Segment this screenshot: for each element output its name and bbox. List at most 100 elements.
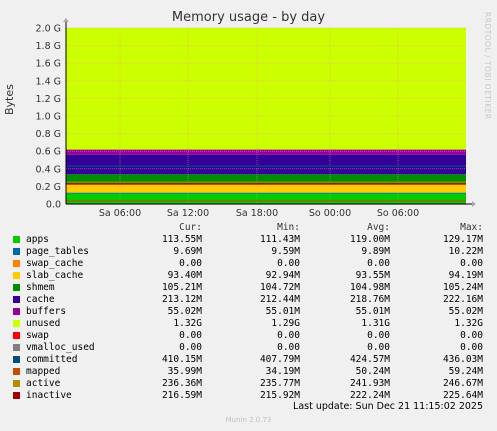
- legend-row-active: active 236.36M 235.77M 241.93M 246.67M: [0, 378, 497, 390]
- legend-min-value: 235.77M: [259, 378, 300, 389]
- legend-row-buffers: buffers 55.02M 55.01M 55.01M 55.02M: [0, 306, 497, 318]
- legend-min-value: 407.79M: [259, 354, 300, 365]
- legend-row-inactive: inactive 216.59M 215.92M 222.24M 225.64M: [0, 390, 497, 402]
- legend-avg-value: 119.00M: [349, 234, 390, 245]
- y-tick-label: 1.6 G: [36, 59, 62, 70]
- legend-avg-value: 0.00: [367, 330, 390, 341]
- legend-swatch: [13, 272, 20, 279]
- legend-cur-value: 105.21M: [161, 282, 202, 293]
- legend-row-swap: swap 0.00 0.00 0.00 0.00: [0, 330, 497, 342]
- legend-swatch: [13, 284, 20, 291]
- legend-avg-value: 93.55M: [355, 270, 390, 281]
- legend-swatch: [13, 368, 20, 375]
- legend-max-value: 59.24M: [448, 366, 483, 377]
- y-tick-label: 1.0 G: [36, 112, 62, 123]
- legend-series-name: mapped: [26, 366, 61, 377]
- legend-cur-value: 35.99M: [167, 366, 202, 377]
- legend-avg-value: 9.89M: [361, 246, 390, 257]
- area-slab-cache: [66, 184, 466, 193]
- header-avg: Avg:: [367, 222, 390, 233]
- legend-min-value: 212.44M: [259, 294, 300, 305]
- legend-series-name: committed: [26, 354, 78, 365]
- legend-swatch: [13, 296, 20, 303]
- legend-row-committed: committed 410.15M 407.79M 424.57M 436.03M: [0, 354, 497, 366]
- legend-cur-value: 0.00: [179, 342, 202, 353]
- legend-series-name: buffers: [26, 306, 67, 317]
- legend-series-name: shmem: [26, 282, 55, 293]
- legend-avg-value: 55.01M: [355, 306, 390, 317]
- legend-max-value: 1.32G: [454, 318, 483, 329]
- last-update: Last update: Sun Dec 21 11:15:02 2025: [293, 401, 483, 412]
- legend-avg-value: 241.93M: [349, 378, 390, 389]
- legend-swatch: [13, 380, 20, 387]
- area-buffers: [66, 149, 466, 155]
- legend-avg-value: 222.24M: [349, 390, 390, 401]
- area-page-tables: [66, 192, 466, 194]
- legend-row-unused: unused 1.32G 1.29G 1.31G 1.32G: [0, 318, 497, 330]
- legend-series-name: active: [26, 378, 61, 389]
- legend-avg-value: 104.98M: [349, 282, 390, 293]
- legend-swatch: [13, 260, 20, 267]
- legend-swatch: [13, 236, 20, 243]
- y-tick-label: 0.8 G: [36, 129, 62, 140]
- legend-min-value: 34.19M: [265, 366, 300, 377]
- y-tick-label: 2.0 G: [36, 24, 62, 35]
- legend-cur-value: 0.00: [179, 258, 202, 269]
- legend-avg-value: 50.24M: [355, 366, 390, 377]
- legend-series-name: vmalloc_used: [26, 342, 95, 353]
- legend-max-value: 0.00: [460, 342, 483, 353]
- legend-min-value: 9.59M: [271, 246, 300, 257]
- legend-series-name: apps: [26, 234, 49, 245]
- legend-series-name: swap_cache: [26, 258, 84, 269]
- x-tick-label: So 00:00: [309, 208, 351, 219]
- legend-swatch: [13, 332, 20, 339]
- legend-max-value: 10.22M: [448, 246, 483, 257]
- y-axis-arrow-icon: [63, 18, 69, 22]
- legend-cur-value: 113.55M: [161, 234, 202, 245]
- area-unused: [66, 27, 466, 150]
- y-tick-label: 0.6 G: [36, 147, 62, 158]
- legend-min-value: 92.94M: [265, 270, 300, 281]
- legend-min-value: 215.92M: [259, 390, 300, 401]
- legend-max-value: 0.00: [460, 330, 483, 341]
- chart-title: Memory usage - by day: [171, 10, 326, 25]
- x-axis-arrow-icon: [472, 201, 476, 207]
- rrdtool-watermark: RRDTOOL / TOBI OETIKER: [483, 12, 492, 120]
- legend-avg-value: 218.76M: [349, 294, 390, 305]
- legend-swatch: [13, 344, 20, 351]
- legend-min-value: 55.01M: [265, 306, 300, 317]
- legend-cur-value: 0.00: [179, 330, 202, 341]
- legend-max-value: 94.19M: [448, 270, 483, 281]
- legend-cur-value: 93.40M: [167, 270, 202, 281]
- legend-swatch: [13, 356, 20, 363]
- legend-max-value: 436.03M: [442, 354, 483, 365]
- legend-series-name: page_tables: [26, 246, 89, 257]
- legend-cur-value: 410.15M: [161, 354, 202, 365]
- legend-avg-value: 0.00: [367, 342, 390, 353]
- legend-avg-value: 1.31G: [361, 318, 390, 329]
- legend-row-cache: cache 213.12M 212.44M 218.76M 222.16M: [0, 294, 497, 306]
- legend-avg-value: 424.57M: [349, 354, 390, 365]
- legend-swatch: [13, 392, 20, 399]
- y-tick-label: 1.2 G: [36, 94, 62, 105]
- legend-avg-value: 0.00: [367, 258, 390, 269]
- legend-swatch: [13, 248, 20, 255]
- legend-cur-value: 55.02M: [167, 306, 202, 317]
- legend-max-value: 246.67M: [442, 378, 483, 389]
- legend-min-value: 0.00: [277, 330, 300, 341]
- legend-cur-value: 9.69M: [173, 246, 202, 257]
- munin-version: Munin 2.0.73: [225, 416, 272, 424]
- legend-row-vmalloc-used: vmalloc_used 0.00 0.00 0.00 0.00: [0, 342, 497, 354]
- y-tick-label: 0.4 G: [36, 164, 62, 175]
- legend-cur-value: 1.32G: [173, 318, 202, 329]
- y-tick-label: 1.8 G: [36, 41, 62, 52]
- area-apps: [66, 193, 466, 204]
- header-max: Max:: [460, 222, 483, 233]
- legend-series-name: unused: [26, 318, 61, 329]
- legend-swatch: [13, 320, 20, 327]
- legend-cur-value: 216.59M: [161, 390, 202, 401]
- legend-series-name: swap: [26, 330, 49, 341]
- legend-row-shmem: shmem 105.21M 104.72M 104.98M 105.24M: [0, 282, 497, 294]
- legend-min-value: 0.00: [277, 258, 300, 269]
- legend-series-name: inactive: [26, 390, 72, 401]
